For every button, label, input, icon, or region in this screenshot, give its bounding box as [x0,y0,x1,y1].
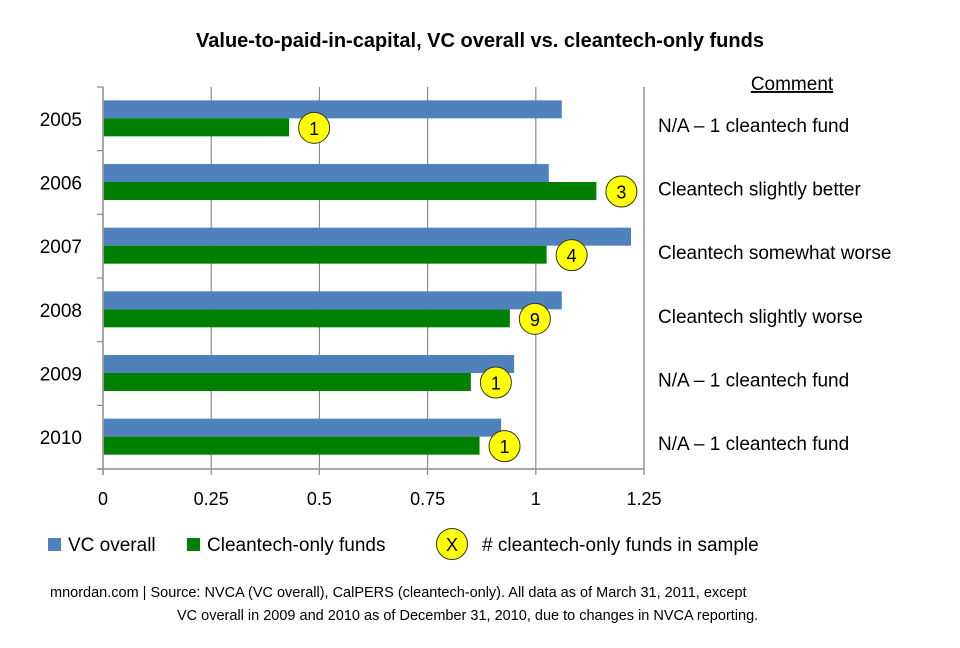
y-tick-label: 2008 [40,301,82,322]
fund-count-label: 1 [309,119,319,139]
x-tick-labels: 0 0.25 0.5 0.75 1 1.25 [98,489,662,509]
gridlines [210,87,645,469]
legend: VC overall Cleantech-only funds X # clea… [48,528,759,560]
x-tick-label: 1.25 [626,489,661,509]
bars [103,100,632,455]
comment-text: N/A – 1 cleantech fund [658,434,849,455]
fund-count-badges: 1 3 4 9 1 1 [298,111,638,463]
fund-count-badge [488,430,521,463]
comment-text: N/A – 1 cleantech fund [658,371,849,392]
bar-cleantech [103,118,290,137]
fund-count-badge [518,302,551,335]
comment-text: Cleantech slightly worse [658,307,863,328]
bar-cleantech [103,373,471,391]
bar-vc-overall [103,291,562,310]
bar-cleantech [103,182,597,200]
fund-count-badge [605,175,638,208]
x-tick-label: 0 [98,489,108,509]
fund-count-label: 1 [500,437,510,457]
legend-swatch-cleantech [187,538,200,551]
comment-text: Cleantech somewhat worse [658,243,891,264]
bar-vc-overall [103,355,515,373]
bar-cleantech [103,309,510,328]
bar-vc-overall [103,227,632,246]
legend-label-fund-count: # cleantech-only funds in sample [482,535,759,556]
fund-count-badge [555,239,588,272]
fund-count-badge [479,366,512,399]
chart-title: Value-to-paid-in-capital, VC overall vs.… [196,30,764,52]
comment-header: Comment [751,74,834,95]
legend-item-fund-count: X # cleantech-only funds in sample [436,528,759,560]
bar-vc-overall [103,418,502,437]
y-tick-label: 2009 [40,365,82,386]
fund-count-label: 3 [616,183,626,203]
bar-cleantech [103,436,480,455]
x-tick-label: 0.75 [410,489,445,509]
fund-count-badge [298,111,331,144]
y-tick-label: 2005 [40,110,82,131]
fund-count-label: 1 [491,374,501,394]
fund-count-label: 4 [567,246,577,266]
y-tick-label: 2010 [40,428,82,449]
x-tick-label: 0.5 [307,489,332,509]
legend-label-cleantech: Cleantech-only funds [207,535,386,556]
y-tick-label: 2007 [40,237,82,258]
x-tick-label: 1 [531,489,541,509]
axes [97,86,645,475]
y-tick-label: 2006 [40,174,82,195]
legend-label-vc-overall: VC overall [68,535,156,556]
legend-swatch-vc-overall [48,538,61,551]
x-tick-label: 0.25 [194,489,229,509]
comments: N/A – 1 cleantech fund Cleantech slightly… [658,116,891,455]
y-tick-labels: 2005 2006 2007 2008 2009 2010 [40,110,82,449]
bar-vc-overall [103,100,562,119]
comment-text: N/A – 1 cleantech fund [658,116,849,137]
footnote-line-1: mnordan.com | Source: NVCA (VC overall),… [50,585,747,601]
fund-count-label: 9 [530,310,540,330]
legend-badge-symbol: X [446,535,458,555]
legend-item-cleantech: Cleantech-only funds [187,535,386,556]
comment-text: Cleantech slightly better [658,180,861,201]
bar-cleantech [103,245,547,264]
legend-item-vc-overall: VC overall [48,535,156,556]
bar-vc-overall [103,164,549,182]
legend-badge-circle [436,528,468,560]
footnote-line-2: VC overall in 2009 and 2010 as of Decemb… [177,608,758,624]
